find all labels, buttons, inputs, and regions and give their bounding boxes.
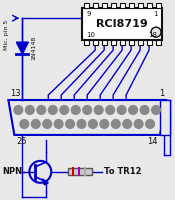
Circle shape — [106, 105, 115, 114]
Circle shape — [146, 119, 155, 128]
Circle shape — [129, 105, 138, 114]
Circle shape — [123, 119, 132, 128]
Circle shape — [88, 119, 97, 128]
Circle shape — [152, 105, 160, 114]
Circle shape — [111, 119, 120, 128]
Circle shape — [83, 105, 92, 114]
Text: 1: 1 — [159, 89, 164, 98]
Circle shape — [29, 161, 51, 183]
Bar — [93, 40, 98, 45]
Bar — [84, 3, 89, 8]
Circle shape — [77, 119, 86, 128]
Circle shape — [134, 119, 143, 128]
Bar — [129, 40, 134, 45]
Text: 14: 14 — [148, 137, 158, 146]
Circle shape — [20, 119, 29, 128]
Bar — [156, 3, 160, 8]
Text: 9: 9 — [86, 11, 91, 17]
Circle shape — [71, 105, 80, 114]
Text: 18: 18 — [148, 32, 157, 38]
Circle shape — [151, 27, 161, 37]
Text: NPN: NPN — [2, 167, 22, 176]
Text: RCI8719: RCI8719 — [96, 19, 148, 29]
Text: 13: 13 — [10, 89, 21, 98]
Circle shape — [140, 105, 149, 114]
Circle shape — [43, 119, 52, 128]
Bar — [82, 8, 162, 40]
Bar — [147, 3, 152, 8]
Circle shape — [60, 105, 69, 114]
Polygon shape — [42, 179, 48, 185]
Text: To TR12: To TR12 — [104, 167, 142, 176]
Text: 10: 10 — [86, 32, 95, 38]
Text: 1N4148: 1N4148 — [31, 36, 36, 60]
Text: 25: 25 — [16, 137, 27, 146]
Bar — [84, 40, 89, 45]
Text: Mic. pin 5: Mic. pin 5 — [4, 20, 9, 50]
Polygon shape — [8, 100, 166, 135]
Bar — [120, 3, 125, 8]
Circle shape — [14, 105, 23, 114]
Text: 1: 1 — [153, 11, 158, 17]
Circle shape — [25, 105, 34, 114]
Bar — [93, 3, 98, 8]
Bar — [102, 40, 107, 45]
Circle shape — [100, 119, 109, 128]
Bar — [129, 3, 134, 8]
Bar — [138, 3, 143, 8]
Bar — [111, 40, 116, 45]
Circle shape — [94, 105, 103, 114]
Bar — [111, 3, 116, 8]
Circle shape — [66, 119, 75, 128]
Bar — [160, 100, 170, 135]
Bar — [156, 40, 160, 45]
Circle shape — [31, 119, 40, 128]
Circle shape — [37, 105, 46, 114]
Circle shape — [48, 105, 57, 114]
Circle shape — [54, 119, 63, 128]
Bar — [147, 40, 152, 45]
Bar — [138, 40, 143, 45]
Bar — [102, 3, 107, 8]
Circle shape — [117, 105, 126, 114]
Bar — [120, 40, 125, 45]
Bar — [68, 168, 92, 175]
Polygon shape — [16, 42, 28, 54]
